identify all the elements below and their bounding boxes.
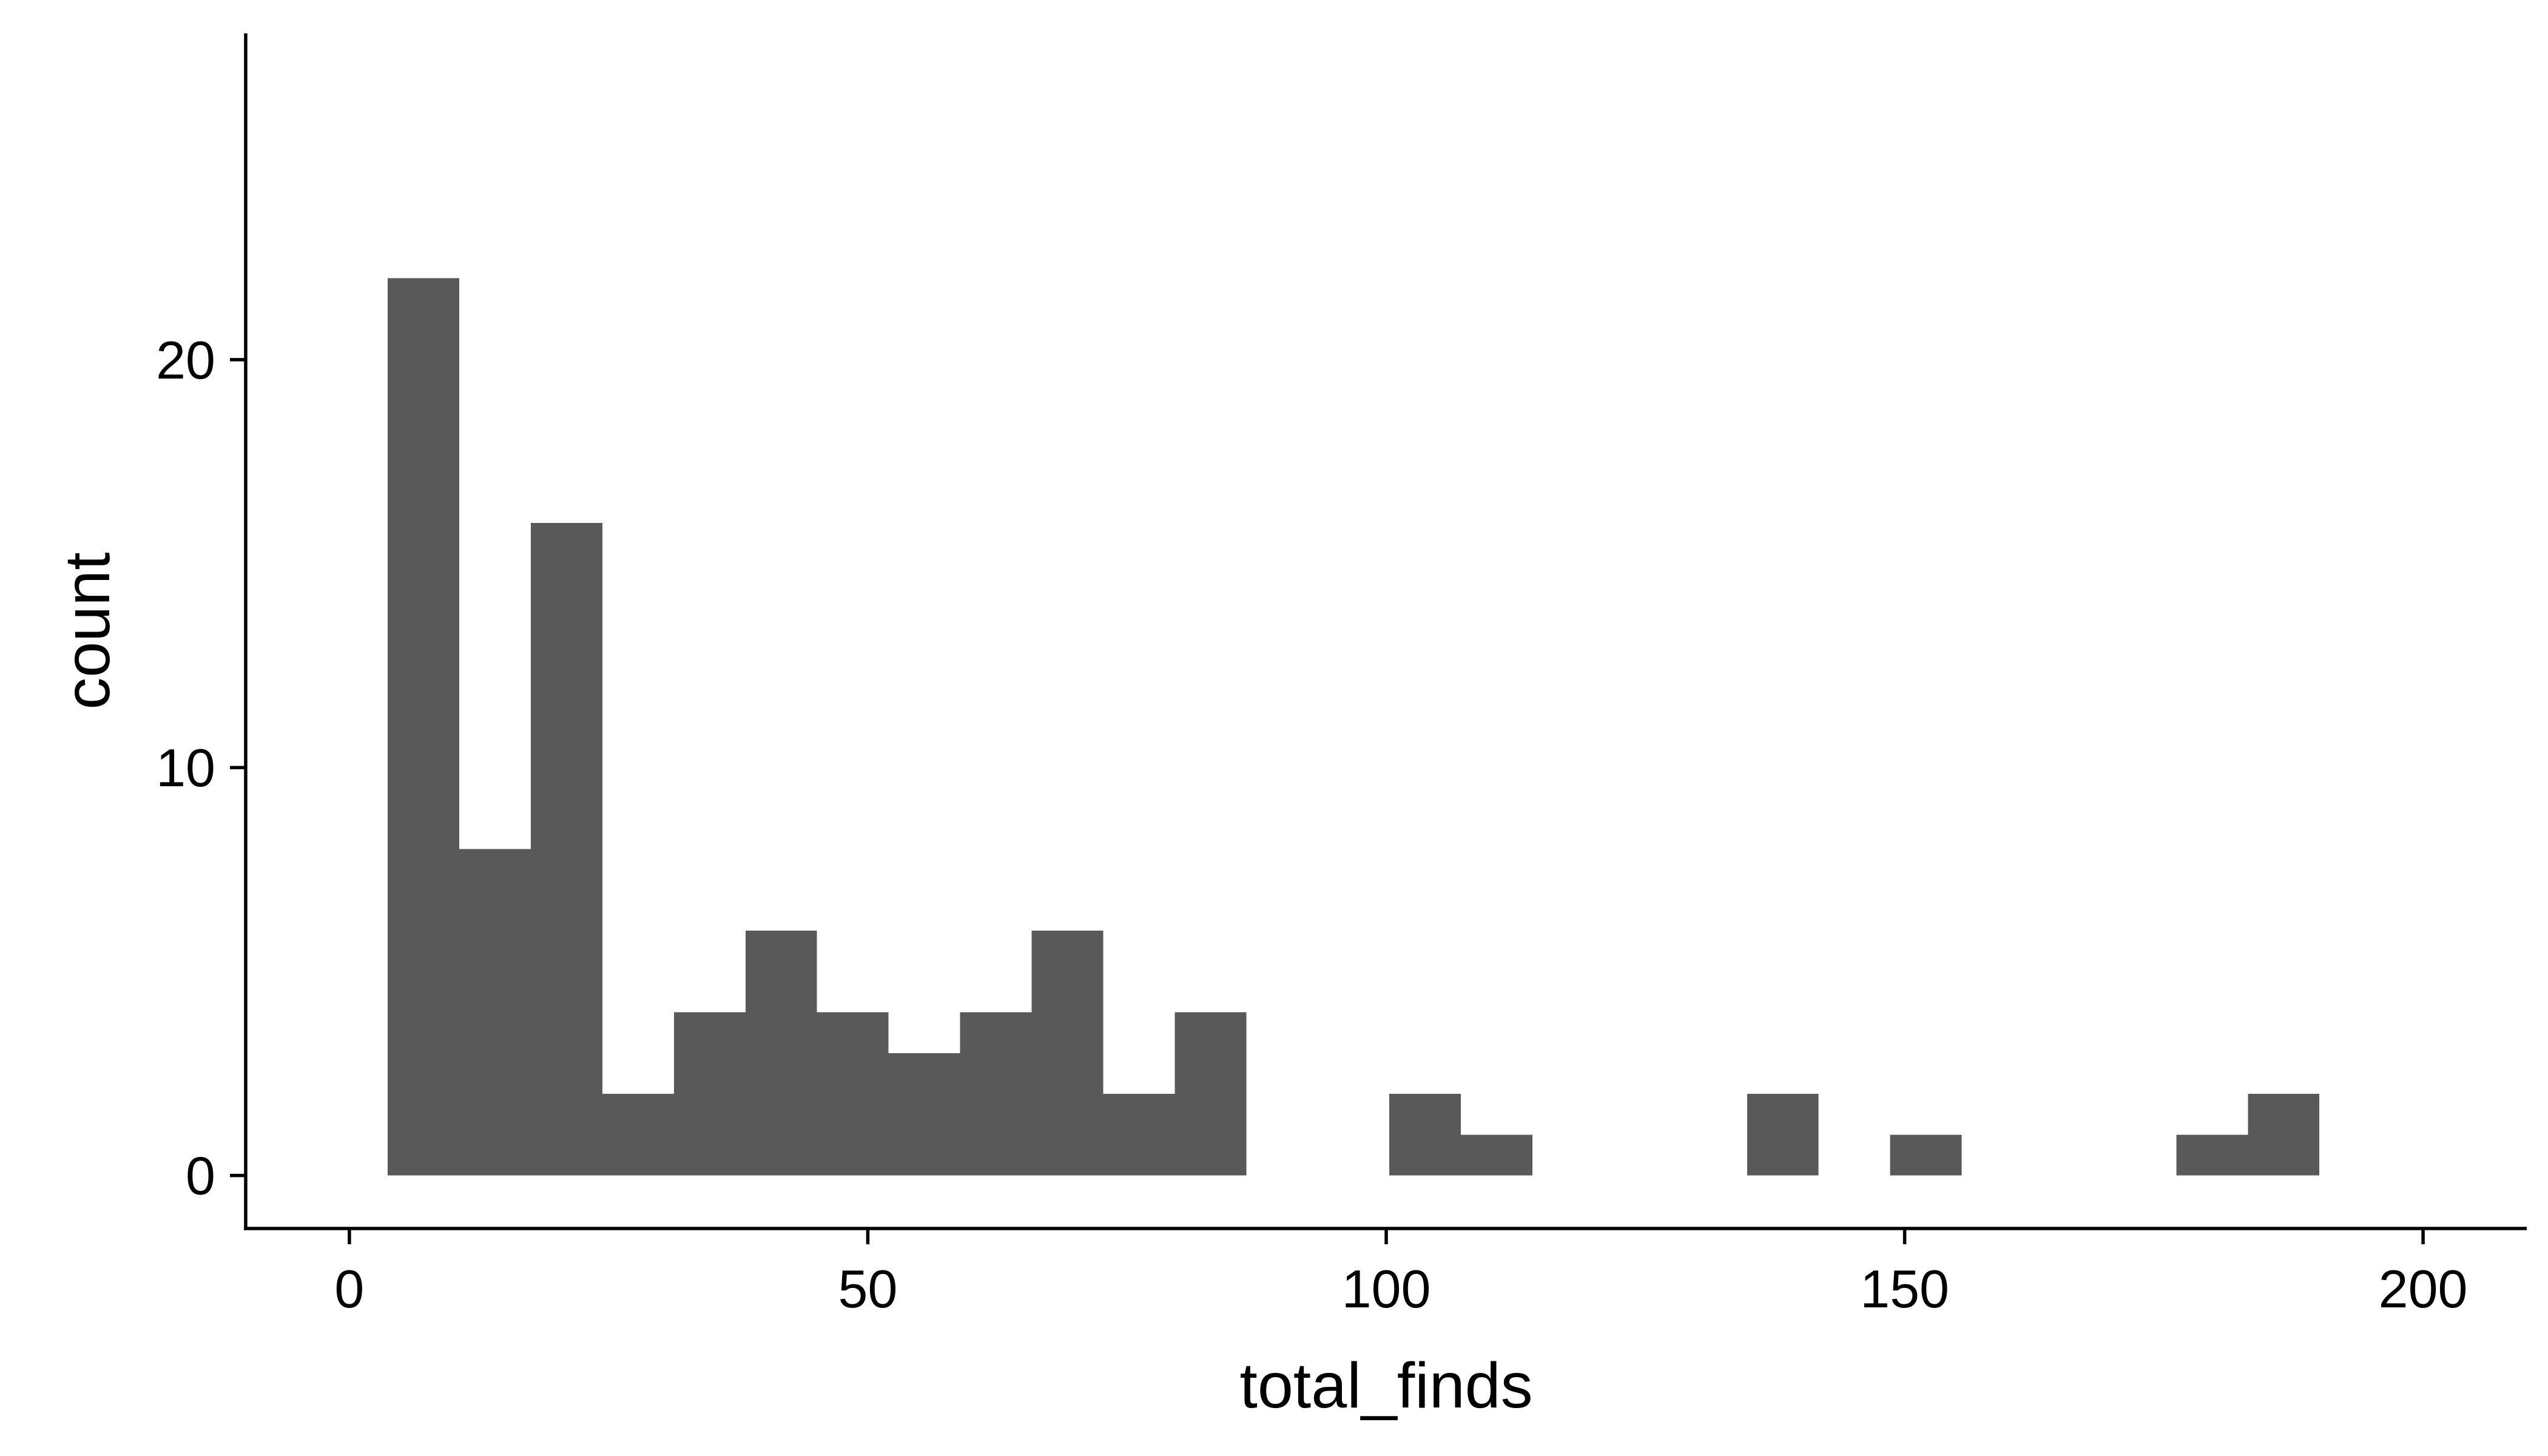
histogram-bar <box>2176 1134 2248 1176</box>
histogram-bar <box>1103 1094 1175 1176</box>
histogram-bar <box>1389 1094 1461 1176</box>
histogram-bar <box>745 931 817 1176</box>
histogram-bar <box>2248 1094 2320 1176</box>
histogram-bar <box>531 522 602 1176</box>
x-tick-label: 50 <box>838 1259 898 1319</box>
x-tick-label: 200 <box>2379 1259 2468 1319</box>
histogram-bar <box>1747 1094 1819 1176</box>
histogram-bar <box>888 1053 960 1176</box>
histogram-bar <box>459 849 531 1176</box>
y-axis-title: count <box>52 552 123 709</box>
histogram-bar <box>602 1094 674 1176</box>
histogram-bar <box>1461 1134 1532 1176</box>
histogram-bar <box>673 1012 746 1176</box>
x-tick-label: 0 <box>334 1259 364 1319</box>
histogram-bar <box>1175 1012 1247 1176</box>
x-axis-title: total_finds <box>1239 1350 1532 1421</box>
x-axis-ticks: 0 50 100 150 200 <box>334 1228 2468 1319</box>
histogram-bar <box>1031 931 1104 1176</box>
y-tick-label: 0 <box>186 1146 215 1206</box>
histogram-bar <box>1890 1134 1962 1176</box>
bars-group <box>388 278 2320 1176</box>
y-tick-label: 10 <box>156 738 215 798</box>
x-tick-label: 100 <box>1342 1259 1431 1319</box>
histogram-bar <box>388 278 460 1176</box>
x-tick-label: 150 <box>1860 1259 1949 1319</box>
histogram-bar <box>960 1012 1032 1176</box>
y-tick-label: 20 <box>156 330 215 390</box>
y-axis-ticks: 0 10 20 <box>156 330 246 1206</box>
histogram-bar <box>817 1012 889 1176</box>
